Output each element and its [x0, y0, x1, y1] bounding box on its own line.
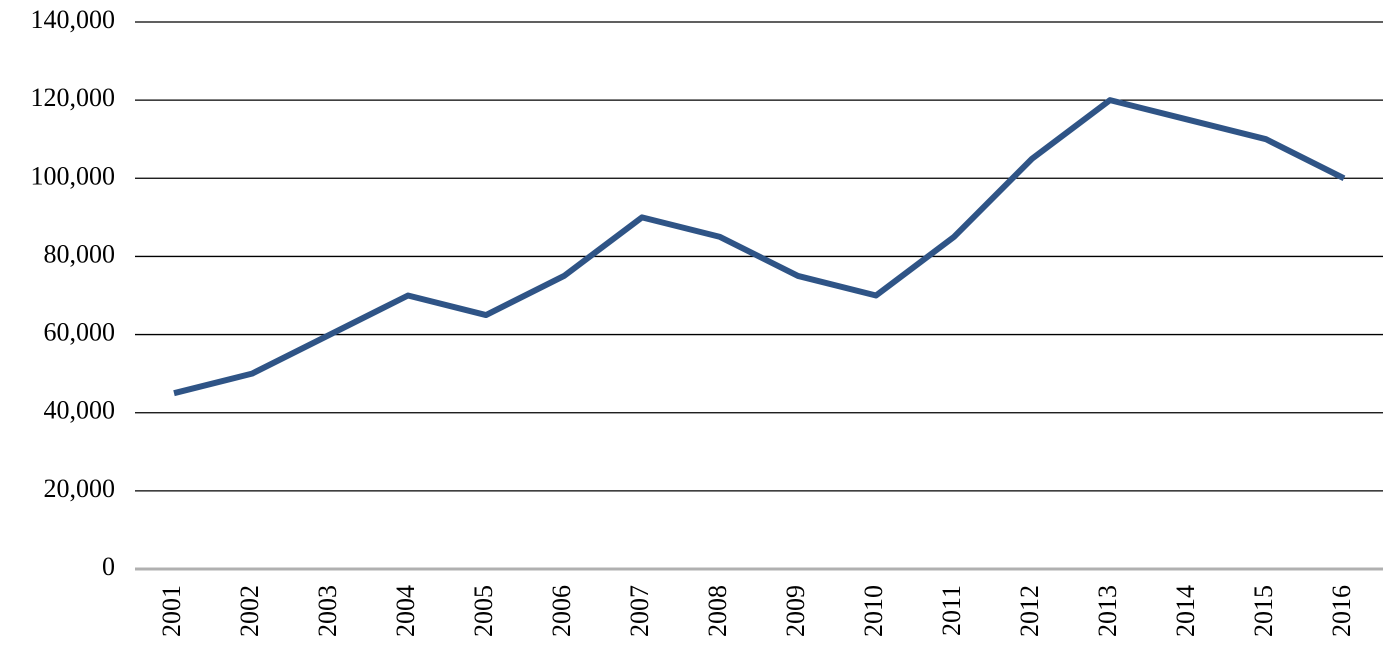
x-tick-label: 2005 [469, 585, 498, 637]
x-tick-label: 2006 [547, 585, 576, 637]
x-tick-label: 2010 [859, 585, 888, 637]
y-tick-label: 100,000 [31, 161, 116, 190]
x-tick-label: 2016 [1327, 585, 1356, 637]
x-tick-label: 2014 [1171, 585, 1200, 637]
x-tick-label: 2011 [937, 585, 966, 636]
x-tick-label: 2001 [157, 585, 186, 637]
x-tick-label: 2002 [235, 585, 264, 637]
y-tick-label: 40,000 [44, 396, 116, 425]
x-tick-label: 2008 [703, 585, 732, 637]
y-tick-label: 120,000 [31, 83, 116, 112]
x-tick-label: 2009 [781, 585, 810, 637]
x-tick-label: 2007 [625, 585, 654, 637]
x-tick-label: 2015 [1249, 585, 1278, 637]
y-tick-label: 60,000 [44, 318, 116, 347]
x-tick-label: 2004 [391, 585, 420, 637]
x-tick-label: 2003 [313, 585, 342, 637]
data-line [173, 97, 1346, 397]
y-tick-label: 140,000 [31, 5, 116, 34]
y-tick-label: 80,000 [44, 239, 116, 268]
x-tick-label: 2012 [1015, 585, 1044, 637]
x-tick-label: 2013 [1093, 585, 1122, 637]
y-tick-label: 20,000 [44, 474, 116, 503]
y-tick-label: 0 [102, 552, 115, 581]
